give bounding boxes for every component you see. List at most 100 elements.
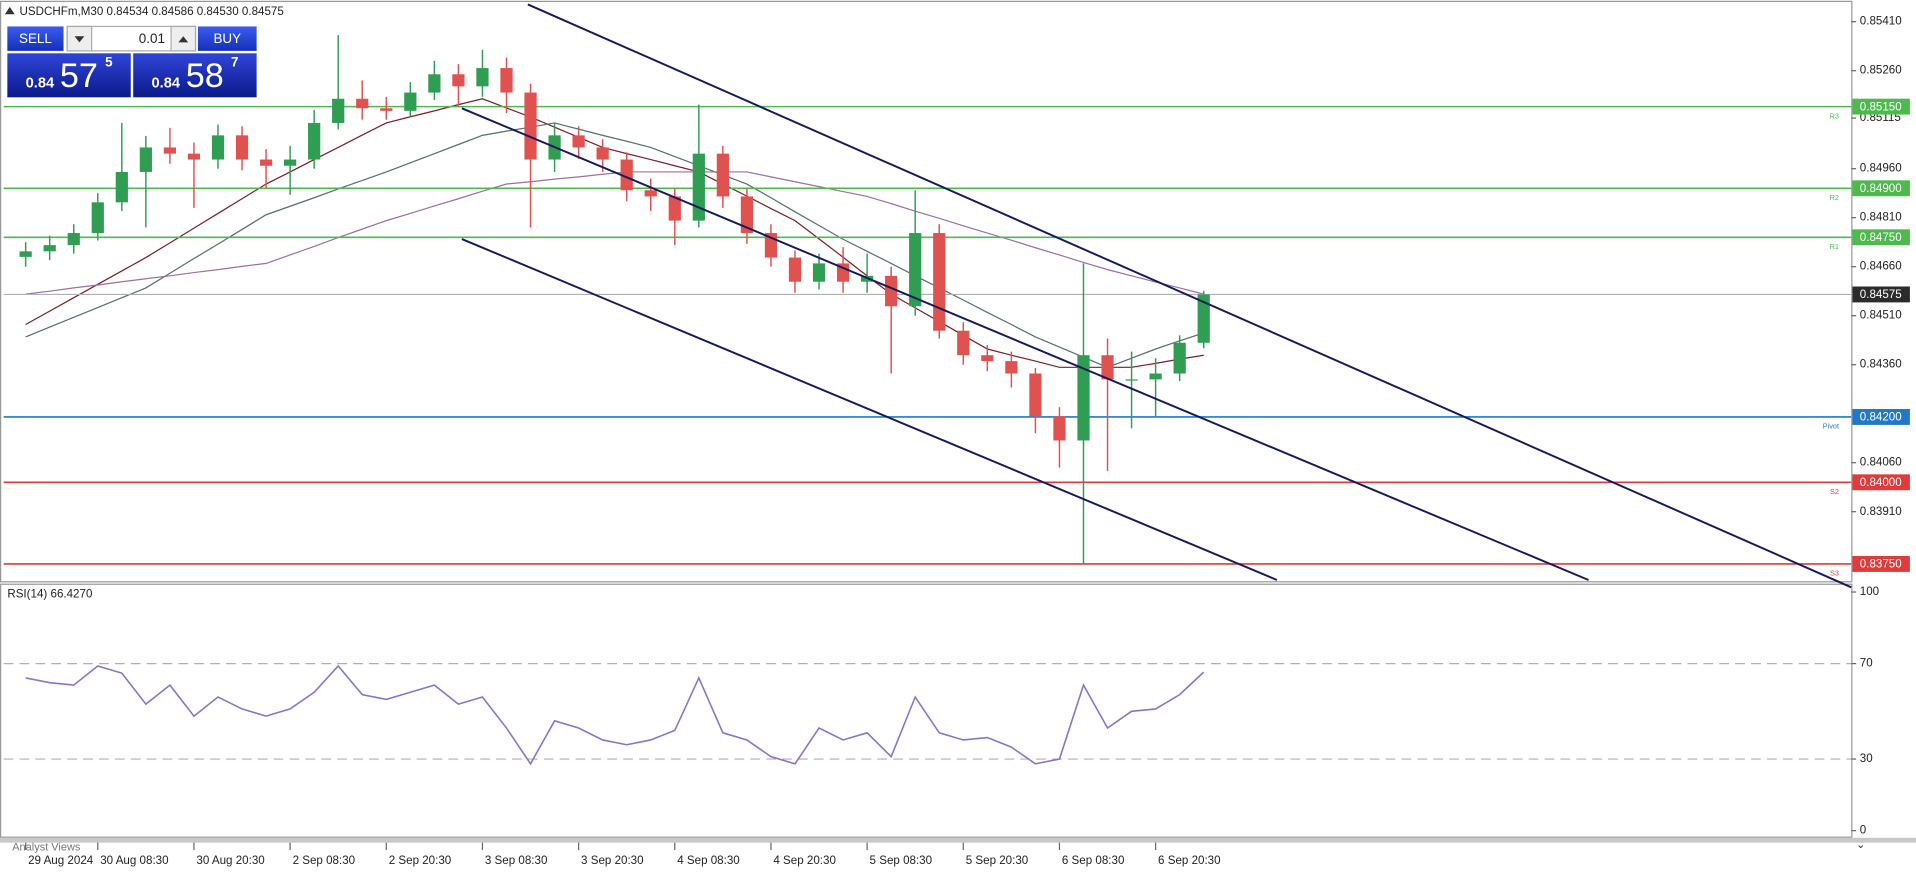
- candle-body: [1005, 361, 1018, 374]
- candle-body: [139, 147, 152, 172]
- level-name: S3: [1830, 569, 1839, 578]
- candle-body: [836, 263, 850, 282]
- candle-body: [620, 159, 633, 191]
- ask-prefix: 0.84: [152, 76, 181, 92]
- candle-body: [1029, 373, 1042, 417]
- y-tick-label: 70: [1860, 657, 1873, 670]
- candle-body: [1101, 355, 1114, 380]
- x-tick-label: 3 Sep 08:30: [485, 854, 548, 867]
- candle-body: [19, 251, 32, 257]
- rsi-pane-border: [0, 583, 1853, 838]
- trend-channel: [461, 3, 1852, 589]
- candle-body: [909, 233, 922, 307]
- candle-body: [308, 122, 321, 160]
- x-tick-label: 3 Sep 20:30: [581, 854, 644, 867]
- candle-body: [428, 74, 441, 93]
- tab-label[interactable]: Analyst Views: [12, 841, 81, 853]
- candle-body: [1053, 416, 1066, 441]
- candle-body: [981, 355, 994, 362]
- level-label: 0.84750: [1860, 231, 1902, 244]
- candle-body: [1077, 355, 1090, 441]
- candle-body: [284, 159, 297, 166]
- bid-box[interactable]: [7, 53, 131, 98]
- candle-body: [812, 263, 826, 282]
- y-tick-label: 100: [1860, 585, 1879, 598]
- candle-body: [235, 135, 249, 160]
- level-tag: [1852, 229, 1910, 246]
- candle-body: [572, 135, 585, 148]
- candle-body: [1149, 373, 1162, 380]
- ask-fraction: 7: [231, 55, 238, 70]
- lot-value: 0.01: [139, 31, 165, 46]
- scroll-marker: ⌄: [1856, 839, 1865, 851]
- candle-body: [163, 147, 177, 154]
- splitter: [0, 837, 1916, 843]
- up-arrow: [178, 36, 189, 43]
- candle-body: [788, 257, 802, 282]
- x-tick-label: 6 Sep 08:30: [1062, 854, 1125, 867]
- channel-line: [461, 107, 1589, 581]
- indicator-title: RSI(14) 66.4270: [7, 588, 92, 601]
- candle-body: [67, 233, 80, 246]
- moving-average: [25, 98, 1204, 368]
- y-tick-label: 0.84360: [1860, 358, 1902, 371]
- level-name: Pivot: [1823, 422, 1839, 431]
- level-tag: [1852, 474, 1910, 491]
- candle-body: [716, 153, 729, 197]
- ask-pips: 58: [186, 57, 224, 95]
- buy-button[interactable]: [197, 26, 257, 51]
- x-tick-label: 5 Sep 20:30: [966, 854, 1029, 867]
- trade-panel: USDCHFm,M30 0.84534 0.84586 0.84530 0.84…: [4, 5, 284, 98]
- y-tick-label: 0.84510: [1860, 309, 1902, 322]
- symbol-line: USDCHFm,M30 0.84534 0.84586 0.84530 0.84…: [20, 5, 284, 18]
- y-tick-label: 0.84960: [1860, 162, 1902, 175]
- rsi-line: [25, 664, 1205, 766]
- level-name: R1: [1830, 242, 1839, 251]
- candle-body: [211, 135, 225, 160]
- y-tick-label: 0.85260: [1860, 64, 1902, 77]
- candle-body: [476, 68, 489, 87]
- sell-button[interactable]: [7, 26, 64, 51]
- level-label: 0.84200: [1860, 411, 1902, 424]
- candle-body: [668, 196, 681, 221]
- y-tick-label: 0.85410: [1860, 15, 1902, 28]
- y-tick-label: 0.84060: [1860, 456, 1902, 469]
- level-tag: [1852, 180, 1910, 197]
- candle-body: [187, 153, 201, 160]
- x-tick-label: 4 Sep 20:30: [773, 854, 836, 867]
- sell-label: SELL: [19, 31, 52, 46]
- candle-body: [404, 92, 417, 111]
- candle-body: [740, 196, 754, 234]
- candle-body: [91, 202, 104, 234]
- level-name: R3: [1830, 111, 1839, 120]
- channel-line: [527, 3, 1852, 589]
- level-name: R2: [1830, 193, 1839, 202]
- candle-body: [1197, 294, 1210, 343]
- candle-body: [452, 74, 465, 87]
- candle-body: [933, 233, 946, 331]
- candle-body: [380, 108, 393, 111]
- level-tag: [1852, 98, 1910, 115]
- candle-body: [885, 275, 898, 307]
- candle-body: [596, 147, 609, 160]
- candle-body: [332, 98, 345, 123]
- x-tick-label: 6 Sep 20:30: [1158, 854, 1221, 867]
- candle-body: [1173, 342, 1186, 374]
- ask-box[interactable]: [133, 53, 257, 98]
- y-tick-label: 30: [1860, 752, 1873, 765]
- y-tick-label: 0: [1860, 824, 1866, 837]
- buy-label: BUY: [213, 31, 241, 46]
- x-tick-label: 30 Aug 20:30: [196, 854, 264, 867]
- level-label: 0.84000: [1860, 476, 1902, 489]
- current-price-tag: [1852, 286, 1910, 303]
- level-label: 0.84900: [1860, 182, 1902, 195]
- down-arrow: [74, 36, 85, 43]
- collapse-icon[interactable]: [4, 6, 15, 15]
- candle-body: [43, 245, 56, 252]
- y-tick-label: 0.84810: [1860, 211, 1902, 224]
- x-tick-label: 4 Sep 08:30: [677, 854, 740, 867]
- x-tick-label: 2 Sep 08:30: [293, 854, 356, 867]
